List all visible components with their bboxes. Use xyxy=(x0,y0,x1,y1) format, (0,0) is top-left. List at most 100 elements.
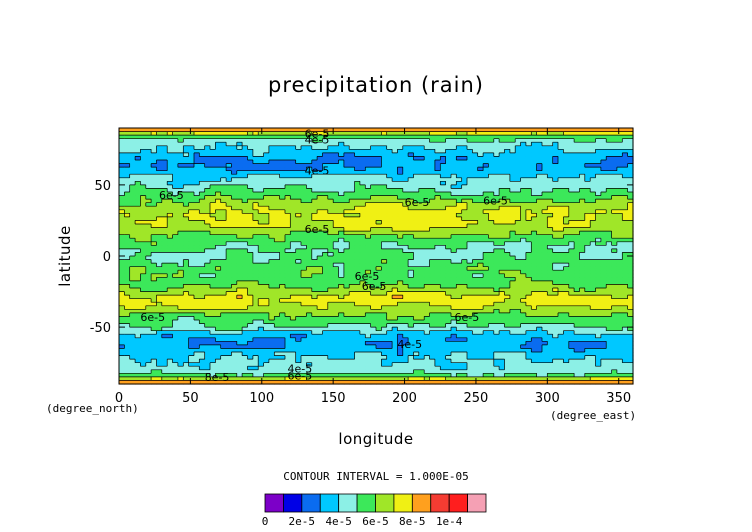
field-cell xyxy=(520,259,527,264)
field-cell xyxy=(220,209,227,214)
field-cell xyxy=(397,227,404,232)
field-cell xyxy=(477,227,484,232)
field-cell xyxy=(295,195,302,200)
field-cell xyxy=(204,135,211,140)
field-cell xyxy=(611,216,618,222)
field-cell xyxy=(231,252,238,257)
field-cell xyxy=(493,160,500,165)
field-cell xyxy=(129,305,136,310)
field-cell xyxy=(477,224,484,229)
field-cell xyxy=(429,174,436,179)
field-cell xyxy=(161,259,168,264)
field-cell xyxy=(386,206,393,211)
field-cell xyxy=(161,195,168,200)
field-cell xyxy=(177,192,184,197)
field-cell xyxy=(558,224,564,229)
field-cell xyxy=(392,248,399,254)
field-cell xyxy=(541,188,548,193)
field-cell xyxy=(258,216,265,222)
field-cell xyxy=(279,202,286,207)
field-cell xyxy=(135,142,142,147)
field-cell xyxy=(215,188,222,193)
field-cell xyxy=(558,288,564,293)
field-cell xyxy=(434,234,441,239)
field-cell xyxy=(440,256,447,261)
field-cell xyxy=(504,131,511,136)
field-cell xyxy=(499,266,506,271)
field-cell xyxy=(520,213,527,218)
field-cell xyxy=(472,156,479,161)
field-cell xyxy=(193,298,200,303)
field-cell xyxy=(515,128,522,133)
field-cell xyxy=(172,309,179,314)
field-cell xyxy=(279,227,286,232)
field-cell xyxy=(349,181,356,186)
field-cell xyxy=(151,220,158,225)
field-cell xyxy=(145,280,152,286)
field-cell xyxy=(440,156,447,161)
field-cell xyxy=(151,270,158,275)
field-cell xyxy=(402,241,409,246)
field-cell xyxy=(274,295,281,300)
field-cell xyxy=(595,302,602,307)
field-cell xyxy=(504,309,511,314)
field-cell xyxy=(188,131,195,136)
field-cell xyxy=(418,231,425,236)
field-cell xyxy=(558,135,564,140)
field-cell xyxy=(541,270,548,275)
field-cell xyxy=(311,277,318,282)
field-cell xyxy=(177,174,184,179)
field-cell xyxy=(397,199,404,204)
field-cell xyxy=(563,195,570,200)
field-cell xyxy=(504,241,511,246)
field-cell xyxy=(429,305,436,310)
field-cell xyxy=(151,231,158,236)
field-cell xyxy=(284,216,291,222)
field-cell xyxy=(354,145,361,150)
field-cell xyxy=(563,192,570,197)
field-cell xyxy=(595,224,602,229)
field-cell xyxy=(563,256,570,261)
field-cell xyxy=(408,238,415,243)
field-cell xyxy=(220,131,227,136)
field-cell xyxy=(317,177,324,182)
field-cell xyxy=(483,199,490,204)
field-cell xyxy=(488,170,495,175)
field-cell xyxy=(445,188,452,193)
field-cell xyxy=(627,160,634,165)
field-cell xyxy=(413,224,420,229)
field-cell xyxy=(301,199,307,204)
field-cell xyxy=(386,195,393,200)
field-cell xyxy=(349,238,356,243)
field-cell xyxy=(354,167,361,172)
field-cell xyxy=(193,177,200,182)
field-cell xyxy=(488,227,495,232)
field-cell xyxy=(515,284,522,289)
field-cell xyxy=(616,192,623,197)
field-cell xyxy=(509,266,516,271)
field-cell xyxy=(622,167,629,172)
field-cell xyxy=(477,248,484,254)
field-cell xyxy=(215,245,222,250)
field-cell xyxy=(622,259,629,264)
field-cell xyxy=(327,302,334,307)
field-cell xyxy=(338,202,345,207)
field-cell xyxy=(252,277,259,282)
field-cell xyxy=(333,252,340,257)
field-cell xyxy=(558,145,564,150)
field-cell xyxy=(199,195,206,200)
field-cell xyxy=(488,184,495,190)
field-cell xyxy=(574,199,581,204)
field-cell xyxy=(386,184,393,190)
field-cell xyxy=(392,181,399,186)
field-cell xyxy=(354,252,361,257)
field-cell xyxy=(622,192,629,197)
field-cell xyxy=(440,145,447,150)
field-cell xyxy=(381,174,388,179)
field-cell xyxy=(226,231,233,236)
field-cell xyxy=(199,252,206,257)
field-cell xyxy=(515,163,522,168)
field-cell xyxy=(279,145,286,150)
field-cell xyxy=(467,248,473,254)
